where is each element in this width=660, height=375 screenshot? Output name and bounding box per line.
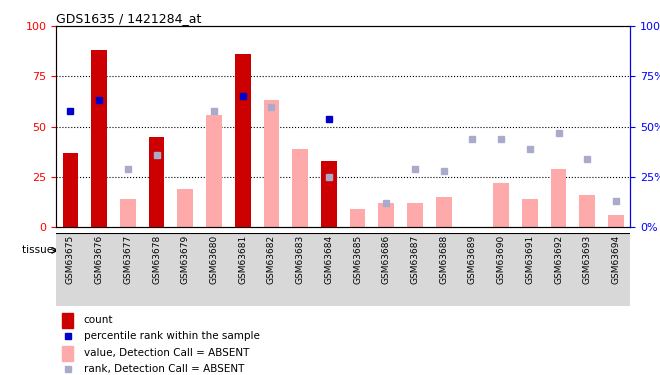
Text: nodose root ganglion: nodose root ganglion	[413, 245, 531, 255]
Bar	[199, 232, 228, 306]
Bar	[602, 232, 630, 306]
Bar	[143, 232, 171, 306]
Text: count: count	[84, 315, 114, 325]
Text: GSM63681: GSM63681	[238, 235, 248, 284]
Bar	[286, 232, 314, 306]
Text: GSM63689: GSM63689	[468, 235, 477, 284]
Text: GSM63685: GSM63685	[353, 235, 362, 284]
Text: GSM63688: GSM63688	[439, 235, 448, 284]
Bar	[171, 232, 199, 306]
Bar	[314, 234, 630, 266]
Bar	[292, 148, 308, 227]
Text: percentile rank within the sample: percentile rank within the sample	[84, 331, 259, 341]
Bar	[407, 203, 423, 227]
Text: GSM63683: GSM63683	[296, 235, 305, 284]
Text: GSM63692: GSM63692	[554, 235, 563, 284]
Bar	[579, 195, 595, 227]
Bar	[148, 136, 164, 227]
Bar	[522, 199, 538, 227]
Bar	[62, 314, 73, 328]
Bar	[56, 234, 315, 266]
Bar	[84, 232, 114, 306]
Bar	[401, 232, 429, 306]
Text: GDS1635 / 1421284_at: GDS1635 / 1421284_at	[56, 12, 201, 25]
Bar	[486, 232, 515, 306]
Bar	[493, 183, 509, 227]
Bar	[62, 346, 73, 361]
Bar	[372, 232, 401, 306]
Bar	[257, 232, 286, 306]
Text: GSM63690: GSM63690	[496, 235, 506, 284]
Bar	[263, 100, 279, 227]
Bar	[429, 232, 458, 306]
Text: GSM63676: GSM63676	[94, 235, 104, 284]
Bar	[235, 54, 251, 227]
Bar	[608, 215, 624, 227]
Text: GSM63691: GSM63691	[525, 235, 535, 284]
Bar	[63, 153, 79, 227]
Bar	[228, 232, 257, 306]
Text: rank, Detection Call = ABSENT: rank, Detection Call = ABSENT	[84, 364, 244, 374]
Bar	[458, 232, 486, 306]
Text: tissue: tissue	[22, 245, 56, 255]
Text: GSM63684: GSM63684	[324, 235, 333, 284]
Text: GSM63687: GSM63687	[411, 235, 420, 284]
Bar	[178, 189, 193, 227]
Bar	[515, 232, 544, 306]
Bar	[436, 197, 451, 227]
Text: GSM63678: GSM63678	[152, 235, 161, 284]
Bar	[120, 199, 136, 227]
Bar	[343, 232, 372, 306]
Text: GSM63694: GSM63694	[611, 235, 620, 284]
Bar	[544, 232, 573, 306]
Bar	[350, 209, 366, 227]
Bar	[56, 232, 84, 306]
Text: GSM63679: GSM63679	[181, 235, 190, 284]
Text: GSM63693: GSM63693	[583, 235, 592, 284]
Bar	[550, 169, 566, 227]
Bar	[114, 232, 143, 306]
Bar	[378, 203, 394, 227]
Text: GSM63675: GSM63675	[66, 235, 75, 284]
Bar	[314, 232, 343, 306]
Text: GSM63682: GSM63682	[267, 235, 276, 284]
Text: dorsal root ganglion: dorsal root ganglion	[129, 245, 242, 255]
Text: GSM63680: GSM63680	[209, 235, 218, 284]
Text: GSM63677: GSM63677	[123, 235, 133, 284]
Bar	[206, 114, 222, 227]
Text: GSM63686: GSM63686	[381, 235, 391, 284]
Bar	[91, 50, 107, 227]
Bar	[573, 232, 602, 306]
Text: value, Detection Call = ABSENT: value, Detection Call = ABSENT	[84, 348, 249, 358]
Bar	[321, 160, 337, 227]
